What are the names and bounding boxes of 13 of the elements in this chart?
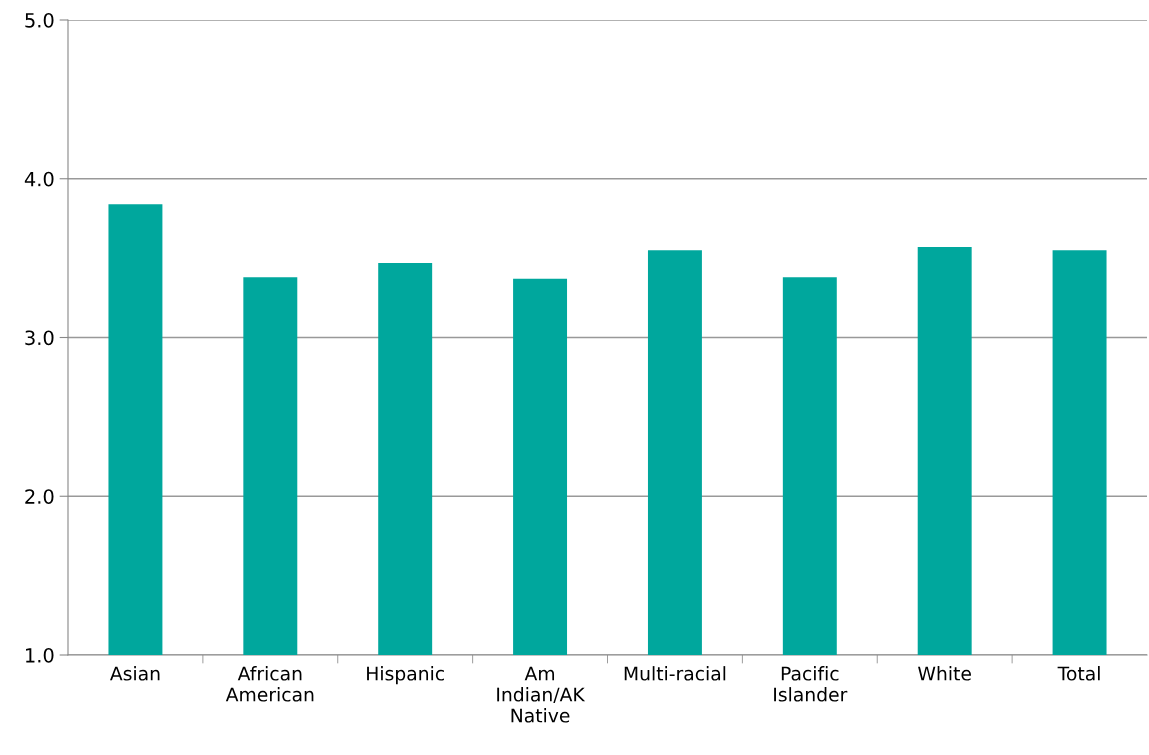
x-tick-label: White: [918, 666, 971, 681]
y-tick-label: 5.0: [25, 12, 54, 28]
y-tick-label: 4.0: [24, 171, 54, 187]
x-tick-label: Total: [1057, 666, 1100, 681]
x-tick-label: African American: [225, 666, 314, 702]
y-tick-label: 2.0: [25, 489, 54, 504]
x-tick-label: Hispanic: [367, 666, 444, 685]
x-tick-label: Am Indian/AK Native: [497, 666, 586, 723]
x-tick-label: Multi-racial: [624, 666, 726, 681]
y-tick-label: 3.0: [25, 330, 54, 346]
x-tick-label: Asian: [110, 666, 160, 681]
x-tick-label: Pacific Islander: [774, 666, 848, 702]
y-tick-label: 1.0: [26, 647, 54, 663]
